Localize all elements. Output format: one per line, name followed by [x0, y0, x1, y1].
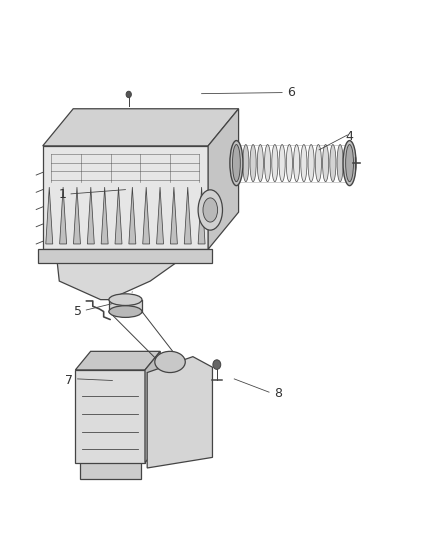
Ellipse shape [344, 144, 350, 182]
FancyBboxPatch shape [80, 462, 141, 479]
Polygon shape [75, 370, 145, 463]
Polygon shape [170, 187, 177, 244]
Ellipse shape [257, 144, 263, 182]
Polygon shape [46, 187, 53, 244]
FancyBboxPatch shape [39, 249, 212, 263]
Circle shape [213, 360, 221, 369]
Polygon shape [115, 187, 122, 244]
Ellipse shape [286, 144, 293, 182]
Ellipse shape [330, 144, 336, 182]
Ellipse shape [272, 144, 278, 182]
Ellipse shape [293, 144, 300, 182]
Polygon shape [43, 146, 208, 249]
Text: 4: 4 [346, 130, 353, 143]
Polygon shape [74, 187, 81, 244]
Polygon shape [184, 187, 191, 244]
Ellipse shape [109, 306, 142, 317]
Polygon shape [156, 187, 163, 244]
Polygon shape [101, 187, 108, 244]
Ellipse shape [203, 198, 218, 222]
Ellipse shape [155, 351, 185, 373]
Ellipse shape [301, 144, 307, 182]
Ellipse shape [236, 144, 242, 182]
Text: 5: 5 [74, 305, 81, 318]
Ellipse shape [265, 144, 271, 182]
Polygon shape [143, 187, 150, 244]
Ellipse shape [315, 144, 321, 182]
Ellipse shape [343, 141, 356, 185]
Polygon shape [198, 187, 205, 244]
Text: 1: 1 [58, 189, 66, 201]
Polygon shape [75, 351, 160, 370]
Circle shape [126, 91, 131, 98]
Ellipse shape [230, 141, 243, 185]
Polygon shape [129, 187, 136, 244]
Ellipse shape [109, 294, 142, 305]
Text: 7: 7 [65, 374, 73, 387]
Text: 8: 8 [274, 387, 282, 400]
Ellipse shape [346, 144, 353, 182]
Ellipse shape [337, 144, 343, 182]
Ellipse shape [308, 144, 314, 182]
Polygon shape [87, 187, 94, 244]
Ellipse shape [250, 144, 256, 182]
Polygon shape [147, 357, 212, 468]
Polygon shape [56, 249, 195, 300]
Polygon shape [60, 187, 67, 244]
Ellipse shape [279, 144, 285, 182]
Polygon shape [208, 109, 239, 249]
Polygon shape [43, 109, 239, 146]
FancyBboxPatch shape [109, 300, 142, 312]
Text: 6: 6 [287, 86, 295, 99]
Ellipse shape [233, 144, 240, 182]
Polygon shape [145, 351, 160, 463]
Ellipse shape [198, 190, 223, 230]
Ellipse shape [243, 144, 249, 182]
Ellipse shape [322, 144, 328, 182]
